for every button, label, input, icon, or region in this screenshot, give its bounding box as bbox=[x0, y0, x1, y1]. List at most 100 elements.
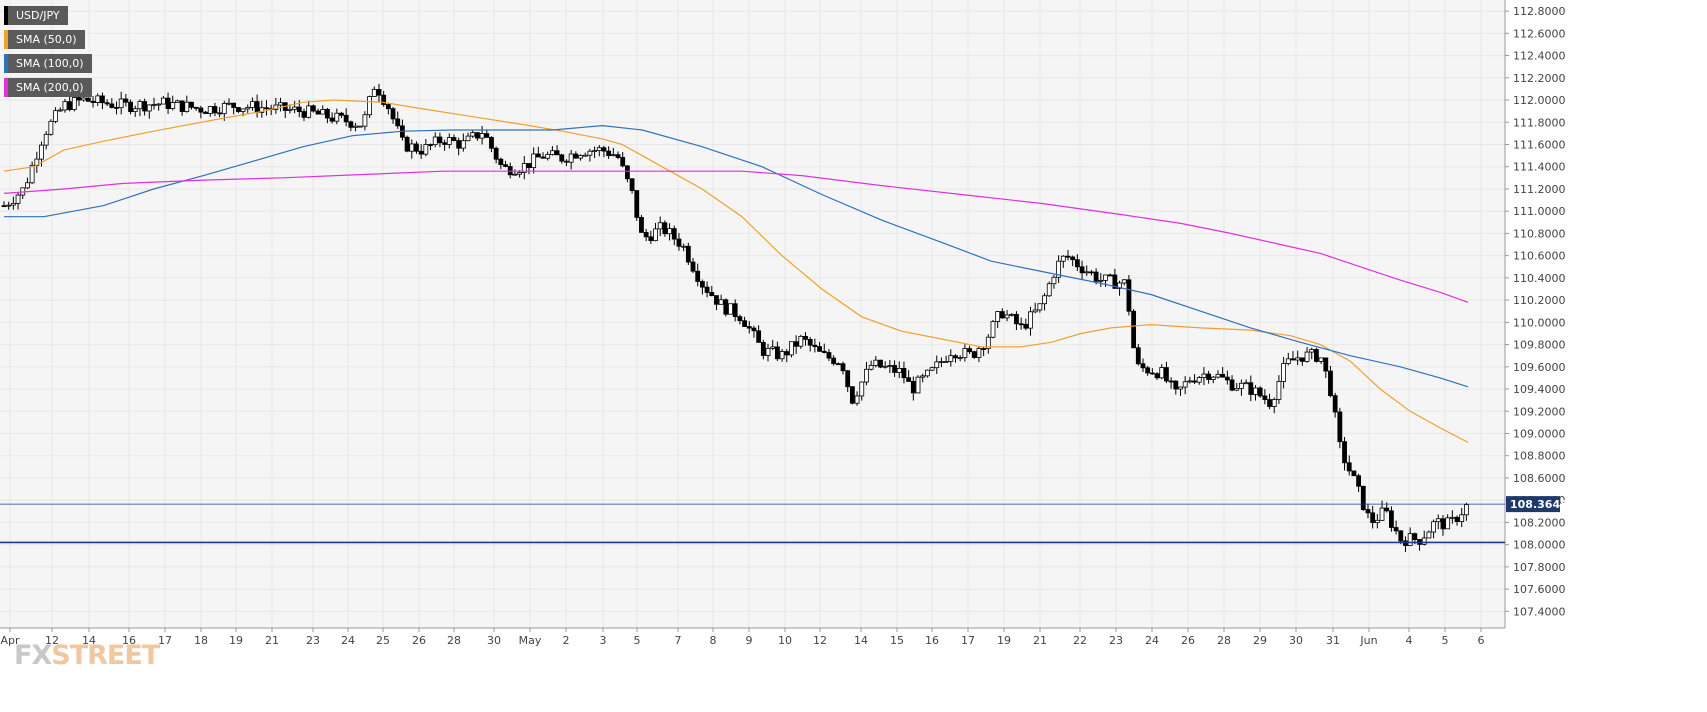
candle-20 bbox=[95, 93, 101, 106]
candle-198 bbox=[929, 366, 935, 372]
y-tick-label-23: 108.2000 bbox=[1513, 516, 1566, 529]
candle-body-263 bbox=[1234, 387, 1240, 391]
candle-130 bbox=[610, 147, 616, 157]
candle-body-205 bbox=[962, 348, 968, 359]
candle-body-296 bbox=[1389, 510, 1394, 528]
candle-229 bbox=[1074, 254, 1080, 271]
candle-body-243 bbox=[1140, 363, 1146, 369]
candle-body-179 bbox=[840, 363, 846, 372]
candle-body-69 bbox=[325, 108, 330, 119]
legend: USD/JPY SMA (50,0) SMA (100,0) SMA (200,… bbox=[4, 6, 92, 102]
y-tick-label-15: 109.8000 bbox=[1513, 339, 1566, 352]
candle-body-308 bbox=[1445, 517, 1451, 530]
legend-item-usdjpy[interactable]: USD/JPY bbox=[4, 6, 68, 25]
candle-307 bbox=[1440, 514, 1446, 536]
candle-236 bbox=[1107, 273, 1113, 277]
x-tick-label-14: May bbox=[519, 634, 542, 647]
candle-77 bbox=[362, 111, 368, 131]
candle-body-262 bbox=[1229, 379, 1235, 391]
candle-body-12 bbox=[57, 109, 63, 112]
candle-body-267 bbox=[1253, 387, 1258, 395]
candle-body-33 bbox=[156, 103, 162, 106]
candle-244 bbox=[1145, 365, 1151, 376]
candle-30 bbox=[142, 98, 148, 116]
candle-230 bbox=[1079, 260, 1085, 280]
candle-267 bbox=[1253, 385, 1258, 401]
candle-288 bbox=[1351, 470, 1357, 477]
candle-body-134 bbox=[629, 178, 635, 191]
candle-body-218 bbox=[1023, 323, 1029, 329]
candle-210 bbox=[985, 334, 991, 354]
candle-9 bbox=[43, 131, 49, 150]
candle-body-165 bbox=[774, 346, 780, 360]
candle-132 bbox=[620, 152, 626, 168]
candle-body-39 bbox=[184, 101, 190, 112]
candle-31 bbox=[146, 104, 152, 119]
candle-93 bbox=[437, 132, 443, 148]
candle-body-6 bbox=[29, 164, 35, 184]
candle-95 bbox=[446, 133, 452, 149]
candle-body-11 bbox=[53, 110, 58, 122]
legend-item-sma-200[interactable]: SMA (200,0) bbox=[4, 78, 92, 97]
x-tick-label-20: 9 bbox=[746, 634, 753, 647]
candle-105 bbox=[493, 146, 499, 164]
candle-body-281 bbox=[1318, 357, 1324, 362]
x-tick-label-32: 26 bbox=[1181, 634, 1195, 647]
candle-body-168 bbox=[789, 341, 794, 356]
candle-296 bbox=[1389, 506, 1394, 532]
candle-111 bbox=[521, 156, 527, 180]
candle-body-121 bbox=[568, 153, 574, 163]
candle-body-198 bbox=[929, 367, 935, 371]
x-tick-label-40: 6 bbox=[1478, 634, 1485, 647]
candle-87 bbox=[409, 139, 415, 159]
candle-body-23 bbox=[109, 103, 115, 108]
candle-156 bbox=[732, 299, 738, 322]
candle-body-119 bbox=[559, 154, 565, 162]
candle-292 bbox=[1370, 505, 1376, 529]
x-tick-label-34: 29 bbox=[1253, 634, 1267, 647]
candle-257 bbox=[1206, 370, 1212, 384]
legend-item-sma-50[interactable]: SMA (50,0) bbox=[4, 30, 85, 49]
candle-29 bbox=[137, 99, 143, 117]
candle-42 bbox=[198, 105, 204, 119]
candle-body-235 bbox=[1103, 274, 1108, 281]
candle-52 bbox=[245, 104, 251, 114]
candle-body-126 bbox=[592, 150, 597, 152]
candle-281 bbox=[1318, 357, 1324, 365]
candle-body-24 bbox=[114, 107, 119, 109]
candle-body-46 bbox=[217, 112, 223, 115]
candle-134 bbox=[629, 178, 635, 194]
legend-item-sma-100[interactable]: SMA (100,0) bbox=[4, 54, 92, 73]
candle-body-252 bbox=[1182, 381, 1188, 388]
candle-body-261 bbox=[1224, 376, 1230, 381]
candle-body-166 bbox=[779, 351, 785, 360]
candle-body-201 bbox=[943, 361, 949, 363]
candle-body-290 bbox=[1360, 485, 1366, 510]
candle-144 bbox=[676, 232, 682, 251]
logo-fx: FX bbox=[14, 640, 52, 671]
candle-245 bbox=[1149, 368, 1155, 375]
candle-body-216 bbox=[1014, 313, 1019, 325]
candle-body-295 bbox=[1384, 507, 1390, 512]
candle-128 bbox=[601, 145, 607, 158]
candle-body-81 bbox=[381, 94, 387, 105]
candle-body-152 bbox=[714, 295, 719, 305]
candle-body-158 bbox=[742, 320, 747, 327]
candle-body-255 bbox=[1196, 377, 1202, 383]
candle-body-115 bbox=[540, 156, 546, 159]
candle-body-99 bbox=[465, 135, 471, 142]
candle-body-247 bbox=[1159, 367, 1165, 379]
candle-188 bbox=[882, 361, 888, 369]
x-tick-label-35: 30 bbox=[1289, 634, 1303, 647]
candle-56 bbox=[264, 100, 269, 116]
candle-241 bbox=[1131, 309, 1137, 349]
y-tick-label-0: 112.8000 bbox=[1513, 5, 1566, 18]
candle-45 bbox=[212, 102, 218, 117]
candle-12 bbox=[57, 107, 63, 112]
x-tick-label-30: 23 bbox=[1109, 634, 1123, 647]
candle-226 bbox=[1060, 255, 1066, 268]
y-tick-label-4: 112.0000 bbox=[1513, 94, 1566, 107]
candle-222 bbox=[1042, 293, 1047, 311]
